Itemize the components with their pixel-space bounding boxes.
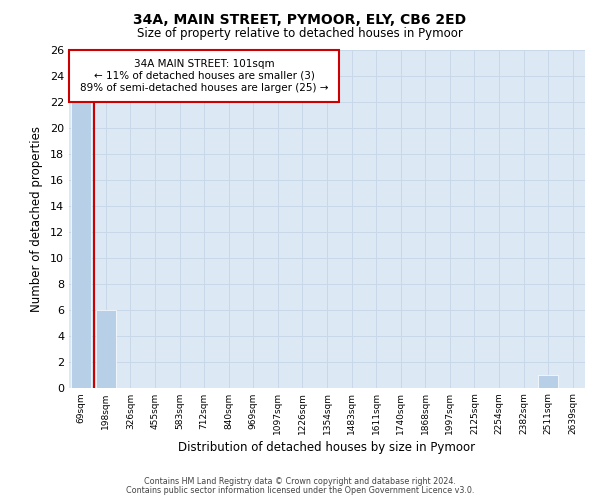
FancyBboxPatch shape xyxy=(69,50,339,102)
Text: Contains public sector information licensed under the Open Government Licence v3: Contains public sector information licen… xyxy=(126,486,474,495)
Text: Size of property relative to detached houses in Pymoor: Size of property relative to detached ho… xyxy=(137,28,463,40)
Y-axis label: Number of detached properties: Number of detached properties xyxy=(30,126,43,312)
Text: Contains HM Land Registry data © Crown copyright and database right 2024.: Contains HM Land Registry data © Crown c… xyxy=(144,477,456,486)
Bar xyxy=(71,102,91,388)
Text: 34A, MAIN STREET, PYMOOR, ELY, CB6 2ED: 34A, MAIN STREET, PYMOOR, ELY, CB6 2ED xyxy=(133,12,467,26)
X-axis label: Distribution of detached houses by size in Pymoor: Distribution of detached houses by size … xyxy=(178,442,476,454)
Text: 34A MAIN STREET: 101sqm
← 11% of detached houses are smaller (3)
89% of semi-det: 34A MAIN STREET: 101sqm ← 11% of detache… xyxy=(80,60,328,92)
Bar xyxy=(96,310,116,388)
Bar xyxy=(538,374,558,388)
